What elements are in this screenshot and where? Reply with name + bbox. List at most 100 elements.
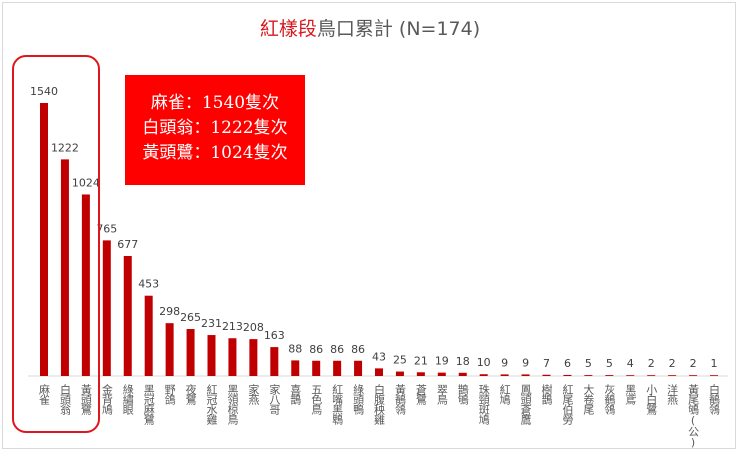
bar [500,374,509,376]
x-tick-label: 黃鶺鴒 [393,384,406,416]
data-label: 10 [477,356,491,369]
title-highlight: 紅樣段 [259,18,317,40]
bar [479,374,488,376]
data-label: 298 [159,305,180,318]
title-rest: 鳥口累計 (N=174) [316,18,481,40]
callout-line: 麻雀：1540隻次 [150,93,280,113]
x-tick-label: 大卷尾 [582,383,595,415]
bar [249,339,258,376]
bar [60,159,69,376]
bar [165,323,174,376]
data-label: 5 [585,357,592,370]
bar [312,360,321,376]
x-tick-label: 鳳頭蒼鷹 [519,384,532,426]
bar [291,360,300,376]
data-label: 25 [393,354,407,367]
x-tick-label: 洋燕 [666,383,679,406]
bar [333,360,342,376]
bar [416,372,425,376]
x-tick-label: 翠鳥 [435,384,448,406]
bar [228,338,237,376]
data-label: 5 [606,357,613,370]
data-label: 213 [222,320,243,333]
bar [395,371,404,376]
bar [354,360,363,376]
bar [207,335,216,376]
x-tick-label: 黑冠麻鷺 [142,384,155,426]
bar [102,240,111,376]
bar [668,375,677,376]
bar [710,375,718,376]
data-label: 88 [288,342,302,355]
data-label: 1540 [30,85,58,98]
x-tick-label: 綠繡眼 [121,384,134,416]
x-tick-label: 紅鳩 [498,384,511,406]
x-tick-label: 五色鳥 [310,384,323,416]
x-tick-label: 鵲鴝 [456,383,469,406]
bar [186,329,195,376]
bar [40,103,48,376]
x-tick-label: 樹鵲 [540,384,553,406]
x-tick-label: 野鴿 [163,384,176,406]
bar [375,368,383,376]
x-tick-label: 黃尾鴝(公) [687,384,700,448]
x-tick-label: 黃頭鷺 [79,384,92,416]
x-tick-label: 紅尾伯勞 [561,384,574,426]
data-label: 86 [309,343,323,356]
data-label: 1222 [51,141,79,154]
x-tick-label: 紅冠水雞 [205,384,218,426]
data-label: 86 [351,343,365,356]
data-label: 9 [522,356,529,369]
x-tick-label: 小白鷺 [645,384,658,416]
x-tick-label: 灰鶺鴒 [603,383,616,416]
callout-line: 黃頭鷺：1024隻次 [142,143,288,163]
data-label: 163 [264,329,285,342]
bar [563,374,572,376]
x-tick-label: 蒼鷺 [414,384,427,406]
data-label: 7 [543,357,550,370]
x-tick-label: 黑鳶 [624,384,637,406]
bar [584,375,593,376]
x-tick-label: 白腹秧雞 [373,383,386,426]
data-label: 2 [690,357,697,370]
top3-highlight-box [12,55,100,433]
bar [542,374,551,376]
callout-line: 白頭翁：1222隻次 [142,118,288,138]
x-tick-label: 綠頭鴨 [352,384,365,416]
data-label: 231 [201,317,222,330]
x-tick-label: 夜鷺 [184,383,197,406]
bar [521,374,530,376]
data-label: 21 [414,354,428,367]
data-label: 86 [330,343,344,356]
x-tick-label: 白頭翁 [58,383,71,415]
data-label: 1024 [72,176,100,189]
data-label: 677 [117,238,138,251]
data-label: 4 [627,357,634,370]
x-tick-label: 黑領椋鳥 [226,384,239,426]
chart-frame [2,2,736,449]
x-tick-label: 喜鵲 [289,384,302,406]
x-tick-label: 珠頸斑鳩 [477,383,490,426]
data-label: 453 [138,278,159,291]
bar [626,375,635,376]
bar [123,255,132,376]
bar [81,194,90,376]
bar [437,372,446,376]
data-label: 765 [96,222,117,235]
data-label: 43 [372,350,386,363]
data-label: 18 [456,355,470,368]
x-tick-label: 家燕 [247,383,260,406]
bar [458,372,467,376]
bar [605,375,614,376]
data-label: 208 [243,321,264,334]
x-tick-label: 紅嘴黑鵯 [331,384,344,426]
data-label: 2 [648,357,655,370]
data-label: 6 [564,357,571,370]
x-tick-label: 白鶺鴒 [708,383,721,416]
callout-box: 麻雀：1540隻次 白頭翁：1222隻次 黃頭鷺：1024隻次 [125,75,305,185]
data-label: 9 [501,356,508,369]
bar [647,375,656,376]
data-label: 2 [669,357,676,370]
data-label: 1 [711,357,718,370]
bar [270,347,279,376]
